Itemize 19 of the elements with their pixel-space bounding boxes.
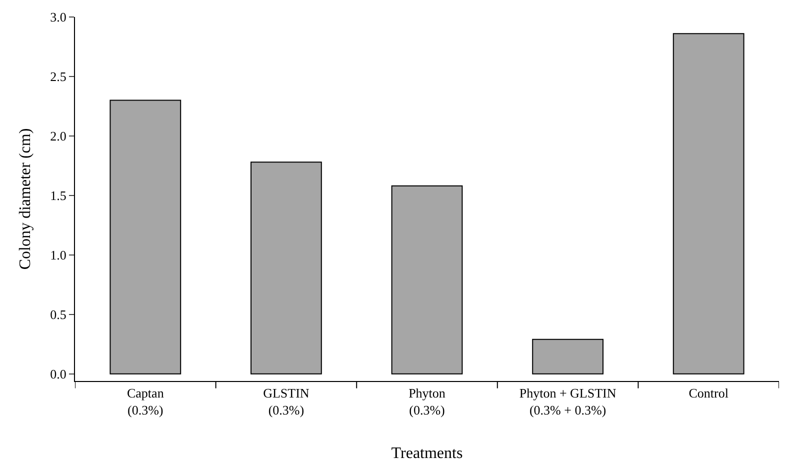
bar	[250, 162, 322, 374]
bar	[391, 185, 463, 374]
x-tick-label: Phyton + GLSTIN (0.3% + 0.3%)	[519, 386, 617, 418]
x-axis-title: Treatments	[391, 445, 463, 462]
y-axis-title: Colony diameter (cm)	[17, 128, 34, 270]
y-tick-label: 2.5	[50, 69, 66, 84]
bar	[532, 338, 604, 374]
y-tick-label: 0.0	[50, 366, 66, 382]
y-tick-label: 2.0	[50, 128, 66, 144]
y-tick-label: 0.5	[50, 306, 66, 322]
y-tick-label: 3.0	[50, 10, 66, 25]
x-tick-label: Control	[688, 386, 729, 401]
x-tick-label: GLSTIN (0.3%)	[263, 386, 310, 418]
x-tick-label: Phyton (0.3%)	[408, 386, 446, 418]
y-tick-label: 1.0	[50, 247, 66, 262]
y-tick-label: 1.5	[50, 188, 66, 203]
bar	[672, 33, 744, 374]
x-tick-label: Captan (0.3%)	[126, 386, 164, 418]
bar	[110, 100, 182, 374]
